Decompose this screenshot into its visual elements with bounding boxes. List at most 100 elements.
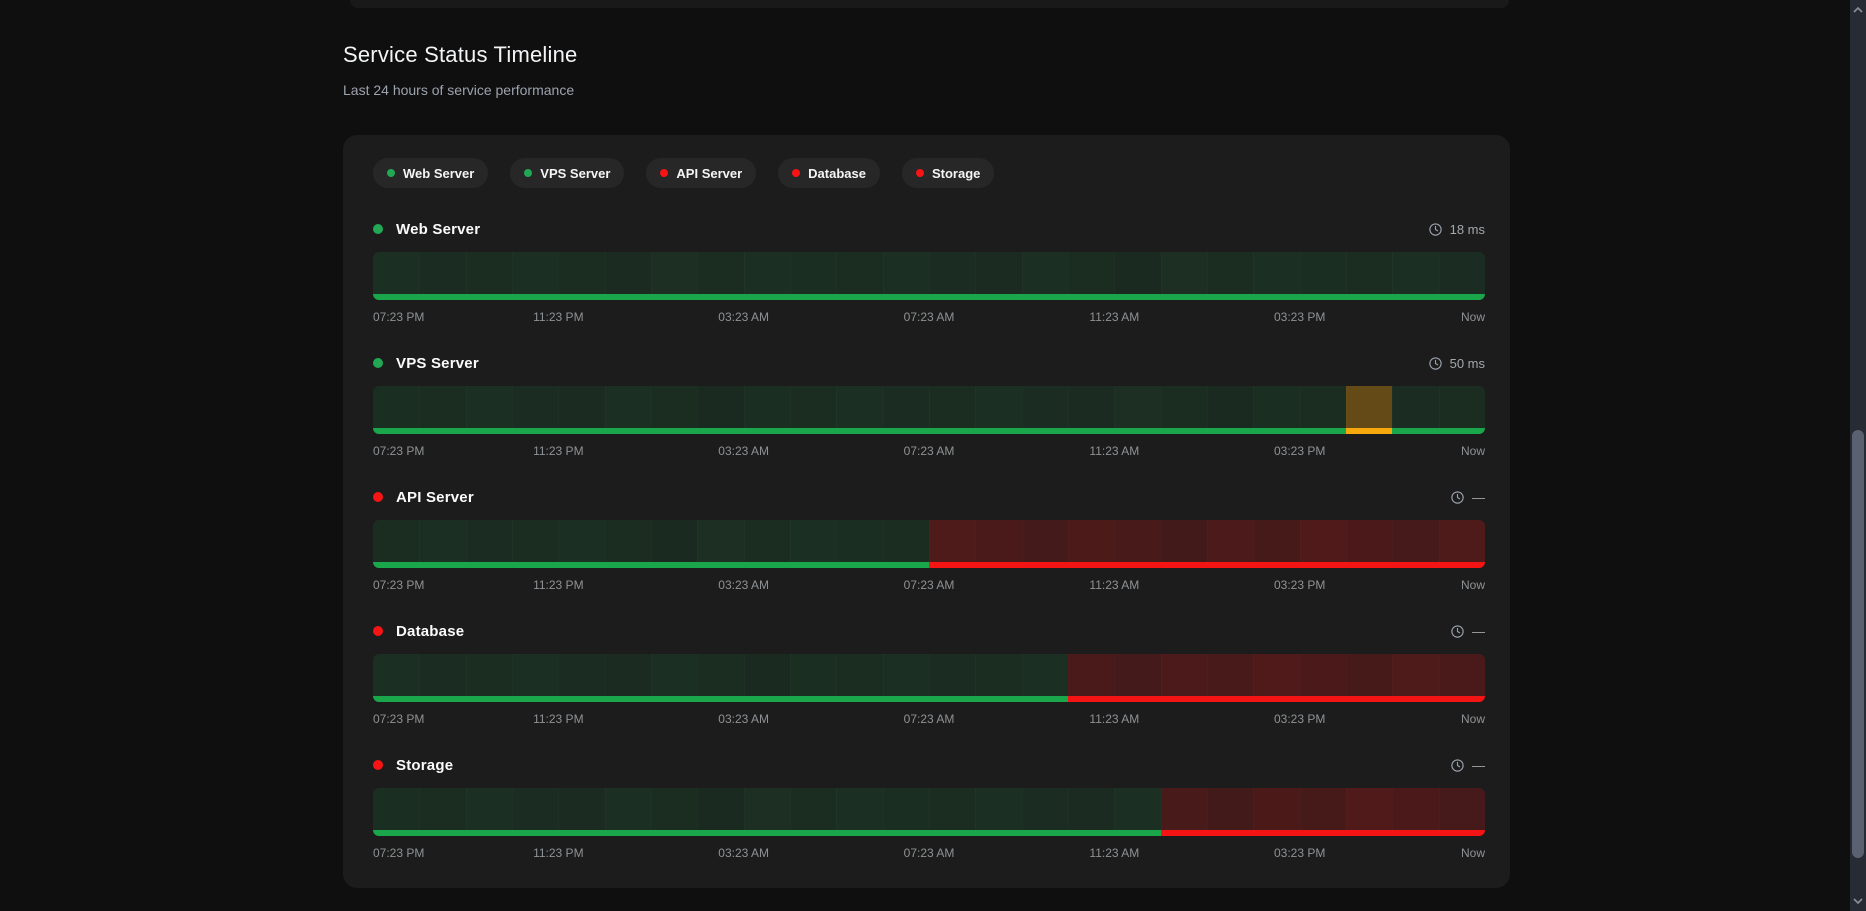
uptime-segment [558, 386, 605, 434]
uptime-segment [1253, 252, 1300, 300]
time-label: Now [1460, 578, 1485, 592]
legend-pill-database[interactable]: Database [778, 158, 880, 188]
uptime-segment [1067, 520, 1115, 568]
time-axis: 07:23 PM 11:23 PM 03:23 AM 07:23 AM 11:23 AM… [373, 310, 1485, 325]
time-label: 03:23 PM [1273, 310, 1326, 324]
uptime-segment [928, 788, 976, 836]
uptime-segment [1021, 654, 1068, 702]
uptime-segment [373, 520, 420, 568]
uptime-segment [1114, 654, 1161, 702]
service-name: API Server [396, 488, 474, 506]
uptime-segment [373, 654, 420, 702]
uptime-segment [928, 386, 976, 434]
legend-pill-vps-server[interactable]: VPS Server [510, 158, 625, 188]
service-legend: Web Server VPS Server API Server Database St… [373, 158, 1485, 188]
service-latency: 50 ms [1428, 356, 1485, 371]
uptime-segment [1392, 386, 1439, 434]
time-label: 11:23 AM [1089, 578, 1140, 592]
time-label: 07:23 AM [903, 712, 955, 726]
uptime-segment [604, 788, 651, 836]
time-axis: 07:23 PM 11:23 PM 03:23 AM 07:23 AM 11:23 AM… [373, 846, 1485, 861]
scrollbar-thumb[interactable] [1852, 430, 1864, 858]
uptime-segment [1392, 252, 1439, 300]
time-label: 07:23 PM [373, 444, 425, 458]
uptime-segment [882, 252, 929, 300]
latency-value: — [1472, 489, 1485, 505]
uptime-segment [1114, 386, 1161, 434]
uptime-segment [1345, 654, 1393, 702]
clock-icon [1451, 490, 1464, 504]
uptime-bar-web-server[interactable] [373, 252, 1485, 300]
uptime-segment [836, 788, 883, 836]
uptime-segment [1206, 654, 1254, 702]
legend-pill-storage[interactable]: Storage [901, 158, 995, 188]
uptime-segment [1253, 386, 1300, 434]
service-latency: — [1450, 624, 1485, 639]
uptime-bar-api-server[interactable] [373, 520, 1485, 568]
time-label: Now [1460, 310, 1485, 324]
previous-card-bottom-edge [350, 0, 1509, 8]
uptime-segment [1299, 520, 1346, 568]
uptime-segment [1206, 252, 1254, 300]
uptime-bar-database[interactable] [373, 654, 1485, 702]
status-dot-icon [915, 169, 924, 177]
uptime-segment [419, 788, 466, 836]
status-dot-icon [387, 169, 395, 177]
status-dot-icon [373, 760, 383, 770]
uptime-segment [882, 788, 929, 836]
time-label: Now [1460, 444, 1485, 458]
uptime-segment [882, 520, 929, 568]
service-row-header: Web Server 18 ms [373, 218, 1485, 240]
vertical-scrollbar[interactable] [1850, 0, 1866, 911]
service-name: Database [396, 622, 465, 640]
uptime-segment [650, 252, 698, 300]
uptime-bar-vps-server[interactable] [373, 386, 1485, 434]
status-dot-icon [373, 492, 383, 502]
service-row-web-server: Web Server 18 ms 07:23 PM 11:23 PM 03:23 AM 0… [373, 218, 1485, 325]
status-dot-icon [373, 626, 383, 636]
uptime-segment [604, 654, 651, 702]
legend-pill-api-server[interactable]: API Server [646, 158, 757, 188]
time-label: 07:23 AM [903, 846, 955, 860]
legend-label: Web Server [403, 165, 475, 181]
time-label: 11:23 PM [533, 444, 584, 458]
uptime-segment [650, 788, 698, 836]
scroll-down-arrow-icon[interactable] [1850, 893, 1866, 909]
uptime-segment [1438, 252, 1485, 300]
uptime-segment [789, 654, 837, 702]
uptime-segment [558, 654, 605, 702]
uptime-segment [650, 386, 698, 434]
service-name: VPS Server [396, 354, 479, 372]
uptime-segment [697, 386, 744, 434]
time-axis: 07:23 PM 11:23 PM 03:23 AM 07:23 AM 11:23 AM… [373, 444, 1485, 459]
uptime-segment [882, 386, 929, 434]
uptime-bar-storage[interactable] [373, 788, 1485, 836]
service-name: Web Server [396, 220, 481, 238]
clock-icon [1451, 758, 1464, 772]
status-dot-icon [373, 224, 383, 234]
uptime-segment [743, 788, 790, 836]
legend-label: Storage [931, 165, 981, 181]
time-label: 07:23 PM [373, 712, 425, 726]
clock-icon [1428, 356, 1442, 370]
legend-label: Database [808, 165, 866, 181]
uptime-segment [1021, 520, 1068, 568]
uptime-segment [1114, 788, 1161, 836]
time-axis: 07:23 PM 11:23 PM 03:23 AM 07:23 AM 11:23 AM… [373, 712, 1485, 727]
status-dot-icon [524, 169, 533, 177]
latency-value: 18 ms [1449, 221, 1485, 237]
latency-value: — [1472, 623, 1485, 639]
uptime-segment [975, 520, 1022, 568]
uptime-segment [1206, 386, 1254, 434]
uptime-segment [836, 252, 883, 300]
uptime-segment [419, 386, 466, 434]
scroll-up-arrow-icon[interactable] [1850, 2, 1866, 18]
page-header: Service Status Timeline Last 24 hours of… [343, 42, 577, 98]
page-subtitle: Last 24 hours of service performance [343, 82, 575, 98]
legend-pill-web-server[interactable]: Web Server [373, 158, 489, 188]
service-row-header: API Server — [373, 486, 1485, 508]
time-label: 03:23 AM [718, 712, 770, 726]
uptime-segment [1392, 520, 1439, 568]
status-timeline-card: Web Server VPS Server API Server Database St… [343, 135, 1510, 888]
uptime-segment [697, 654, 744, 702]
